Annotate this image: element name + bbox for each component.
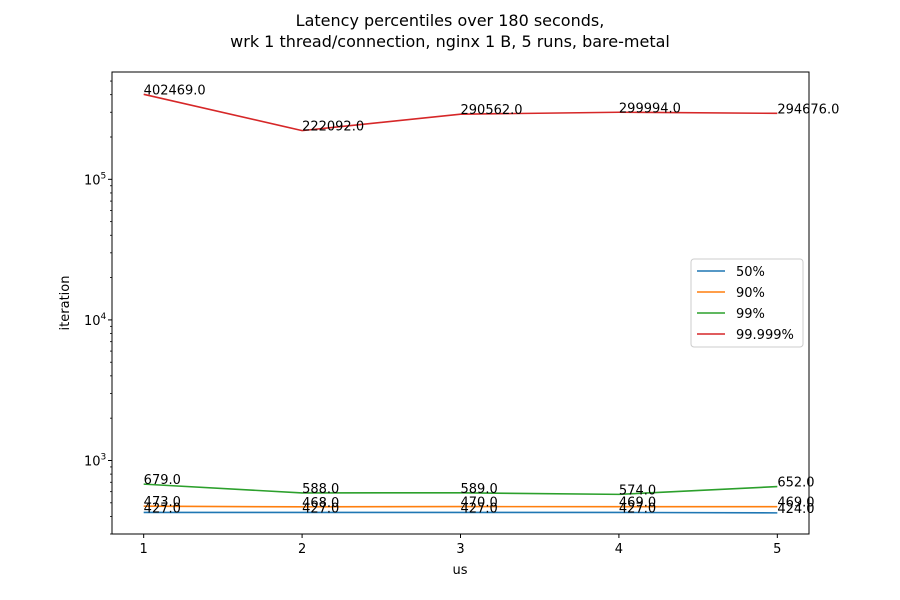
data-label: 652.0 <box>777 476 814 491</box>
data-label: 469.0 <box>619 496 656 511</box>
data-label: 222092.0 <box>302 120 364 135</box>
legend: 50% 90% 99% 99.999% <box>690 258 804 348</box>
data-label: 470.0 <box>461 496 498 511</box>
data-label: 427.0 <box>302 501 339 516</box>
legend-box <box>690 258 804 348</box>
legend-label: 90% <box>736 286 765 301</box>
x-tick-label: 2 <box>298 542 306 557</box>
legend-label: 50% <box>736 265 765 280</box>
chart-title: Latency percentiles over 180 seconds, <box>296 11 605 30</box>
data-label: 589.0 <box>461 482 498 497</box>
x-tick-label: 5 <box>773 542 781 557</box>
x-axis-label: us <box>452 563 467 578</box>
data-label: 468.0 <box>302 496 339 511</box>
data-label: 402469.0 <box>144 83 206 98</box>
data-label: 427.0 <box>619 501 656 516</box>
y-tick-label: 105 <box>84 171 106 188</box>
x-tick-label: 1 <box>140 542 148 557</box>
legend-label: 99.999% <box>736 328 794 343</box>
legend-label: 99% <box>736 307 765 322</box>
data-label: 427.0 <box>461 501 498 516</box>
data-label: 290562.0 <box>461 103 523 118</box>
x-tick-label: 3 <box>456 542 464 557</box>
series-lines <box>143 93 778 514</box>
data-label: 469.0 <box>777 496 814 511</box>
data-label: 299994.0 <box>619 101 681 116</box>
chart-subtitle: wrk 1 thread/connection, nginx 1 B, 5 ru… <box>230 32 670 51</box>
data-label: 588.0 <box>302 482 339 497</box>
series-line <box>143 505 778 508</box>
y-axis-label: iteration <box>58 276 73 331</box>
y-tick-label: 104 <box>84 312 107 329</box>
x-tick-label: 4 <box>615 542 623 557</box>
data-label: 473.0 <box>144 495 181 510</box>
data-label: 294676.0 <box>777 102 839 117</box>
y-tick-label: 103 <box>84 452 106 469</box>
x-axis: 1 2 3 4 5 <box>140 534 781 557</box>
data-label: 574.0 <box>619 483 656 498</box>
data-label: 424.0 <box>777 502 814 517</box>
y-axis: 103 104 105 <box>84 80 112 535</box>
data-label: 427.0 <box>144 501 181 516</box>
series-line <box>143 483 778 496</box>
data-label: 679.0 <box>144 473 181 488</box>
series-line <box>143 93 778 132</box>
data-labels: 427.0 427.0 427.0 427.0 424.0 473.0 468.0 470.0… <box>144 83 840 517</box>
